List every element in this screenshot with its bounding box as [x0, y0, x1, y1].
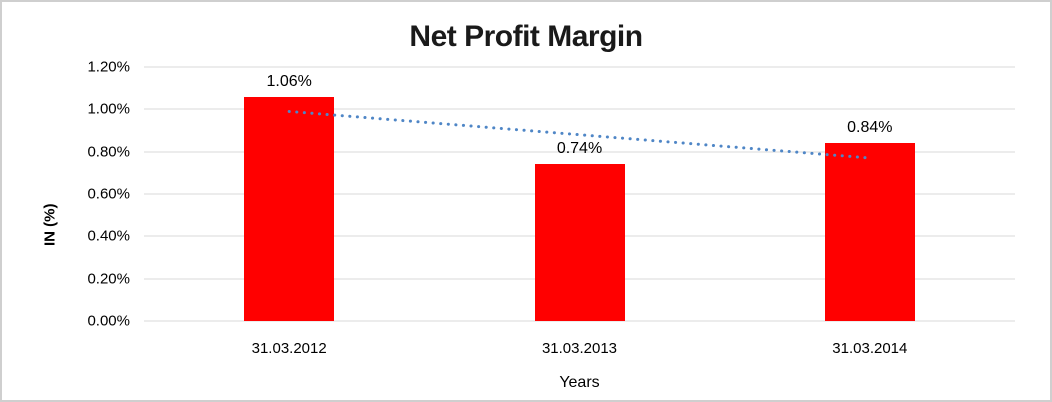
x-axis-tick-label: 31.03.2013 — [541, 340, 618, 357]
bar — [824, 143, 915, 321]
gridline — [144, 66, 1015, 68]
gridline — [144, 320, 1015, 322]
x-axis-tick-label: 31.03.2012 — [251, 340, 327, 357]
trendline — [287, 109, 872, 160]
y-axis-tick-label: 0.60% — [87, 185, 130, 203]
y-axis-tick-label: 0.00% — [87, 312, 130, 330]
y-axis-tick-label: 1.20% — [87, 58, 130, 76]
bar — [534, 164, 625, 321]
chart-title: Net Profit Margin — [409, 20, 643, 53]
gridline — [144, 151, 1015, 153]
bar-data-label: 1.06% — [266, 72, 312, 90]
gridline — [144, 108, 1015, 110]
x-axis-title: Years — [559, 374, 600, 391]
bar — [244, 96, 335, 321]
plot-area: 1.06% 0.74% 0.84% — [144, 66, 1015, 322]
y-axis-tick-label: 0.80% — [87, 143, 130, 161]
y-axis-tick-label: 0.40% — [87, 227, 130, 245]
x-axis-tick-label: 31.03.2014 — [832, 340, 908, 357]
y-axis-tick-label: 0.20% — [87, 270, 130, 288]
trendline-path — [287, 109, 872, 160]
bar-data-label: 0.74% — [556, 140, 603, 158]
x-axis-tick-labels: 31.03.2012 31.03.2013 31.03.2014 — [144, 340, 1015, 357]
y-axis-tick-labels: 1.20% 1.00% 0.80% 0.60% 0.40% 0.20% 0.00% — [2, 59, 130, 330]
bar-data-label: 0.84% — [847, 119, 893, 137]
y-axis-tick-label: 1.00% — [87, 100, 130, 118]
